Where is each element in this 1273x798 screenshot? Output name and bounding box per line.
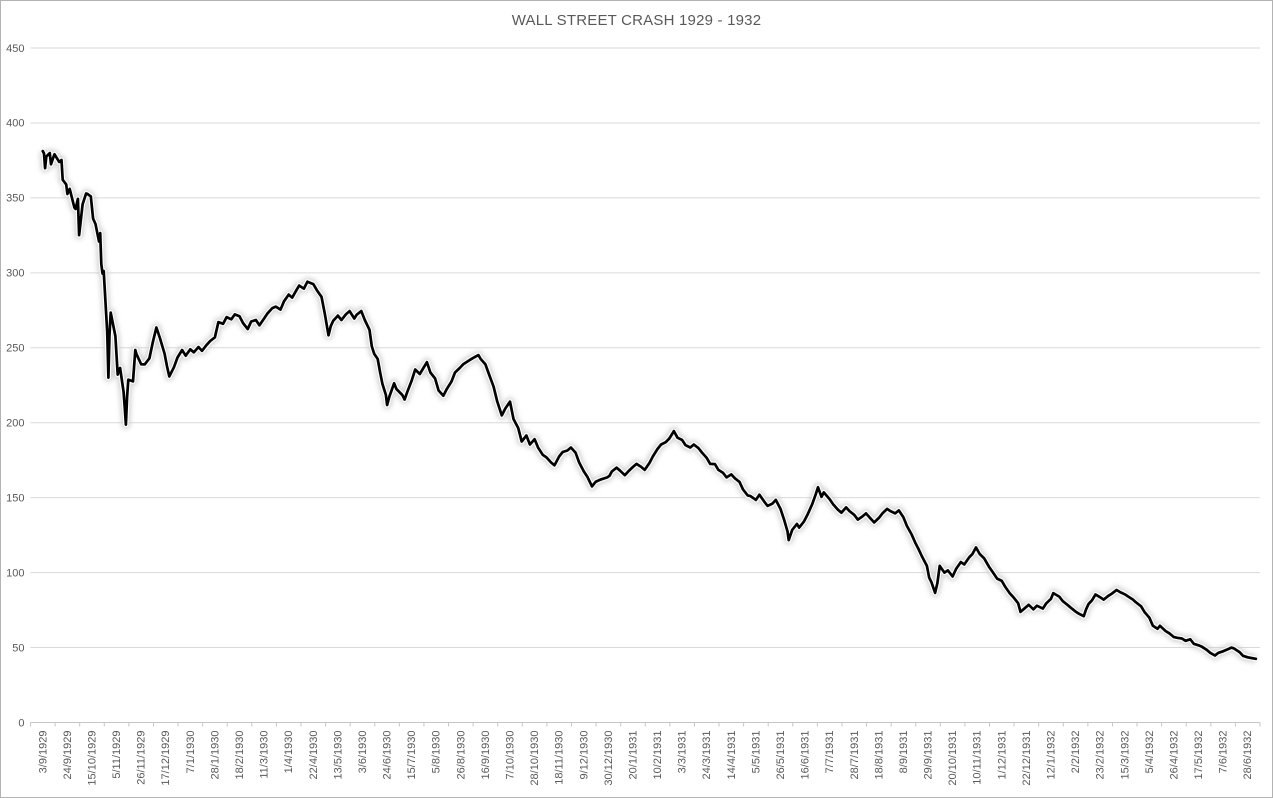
x-tick-label: 7/10/1930 — [505, 731, 517, 780]
y-tick-label: 200 — [6, 418, 24, 430]
x-tick-label: 18/8/1931 — [873, 731, 885, 780]
x-tick-label: 24/9/1929 — [62, 731, 74, 780]
y-tick-label: 450 — [6, 43, 24, 55]
x-tick-label: 17/12/1929 — [160, 731, 172, 786]
x-tick-label: 12/1/1932 — [1046, 731, 1058, 780]
x-tick-label: 16/9/1930 — [480, 731, 492, 780]
x-tick-label: 26/4/1932 — [1168, 731, 1180, 780]
y-tick-label: 150 — [6, 492, 24, 504]
x-tick-label: 15/3/1932 — [1119, 731, 1131, 780]
x-tick-label: 17/5/1932 — [1193, 731, 1205, 780]
x-tick-label: 3/9/1929 — [37, 731, 49, 774]
x-tick-label: 5/8/1930 — [431, 731, 443, 774]
x-tick-label: 24/3/1931 — [701, 731, 713, 780]
y-tick-label: 400 — [6, 118, 24, 130]
x-tick-label: 22/12/1931 — [1021, 731, 1033, 786]
x-tick-label: 11/3/1930 — [259, 731, 271, 779]
x-tick-label: 18/2/1930 — [234, 731, 246, 780]
x-tick-label: 28/1/1930 — [209, 731, 221, 780]
x-tick-label: 28/7/1931 — [849, 731, 861, 780]
x-tick-label: 28/6/1932 — [1242, 731, 1254, 780]
x-tick-label: 3/6/1930 — [357, 731, 369, 774]
x-tick-label: 3/3/1931 — [677, 731, 689, 774]
x-tick-label: 1/12/1931 — [996, 731, 1008, 780]
x-tick-label: 7/7/1931 — [824, 731, 836, 774]
x-tick-label: 13/5/1930 — [332, 731, 344, 780]
x-tick-label: 15/10/1929 — [87, 731, 99, 786]
x-tick-label: 16/6/1931 — [800, 731, 812, 780]
x-tick-label: 5/11/1929 — [111, 731, 123, 779]
x-tick-label: 26/8/1930 — [455, 731, 467, 780]
x-tick-label: 1/4/1930 — [283, 731, 295, 774]
x-tick-label: 10/2/1931 — [652, 731, 664, 780]
x-tick-label: 24/6/1930 — [382, 731, 394, 780]
x-tick-label: 5/5/1931 — [750, 731, 762, 774]
y-tick-label: 100 — [6, 567, 24, 579]
x-tick-label: 9/12/1930 — [578, 731, 590, 780]
price-line — [41, 149, 1258, 661]
y-tick-label: 50 — [12, 642, 24, 654]
y-tick-label: 250 — [6, 343, 24, 355]
x-tick-label: 20/1/1931 — [628, 731, 640, 780]
x-tick-label: 8/9/1931 — [898, 731, 910, 774]
y-tick-label: 350 — [6, 193, 24, 205]
price-line-glow — [38, 148, 1257, 664]
x-tick-label: 22/4/1930 — [308, 731, 320, 780]
x-tick-label: 15/7/1930 — [406, 731, 418, 780]
x-tick-label: 2/2/1932 — [1070, 731, 1082, 774]
x-tick-label: 10/11/1931 — [972, 731, 984, 785]
x-tick-label: 28/10/1930 — [529, 731, 541, 786]
x-tick-label: 18/11/1930 — [554, 731, 566, 785]
x-tick-label: 26/5/1931 — [775, 731, 787, 780]
price-line-halo — [40, 149, 1257, 662]
x-tick-label: 23/2/1932 — [1095, 731, 1107, 780]
x-tick-label: 20/10/1931 — [947, 731, 959, 786]
x-tick-label: 5/4/1932 — [1144, 731, 1156, 774]
x-tick-label: 26/11/1929 — [136, 731, 148, 785]
x-tick-label: 29/9/1931 — [923, 731, 935, 780]
x-tick-label: 30/12/1930 — [603, 731, 615, 786]
x-tick-label: 14/4/1931 — [726, 731, 738, 780]
chart-title: WALL STREET CRASH 1929 - 1932 — [511, 12, 762, 29]
y-tick-label: 0 — [18, 717, 24, 729]
x-tick-label: 7/1/1930 — [185, 731, 197, 774]
y-tick-label: 300 — [6, 268, 24, 280]
x-tick-label: 7/6/1932 — [1218, 731, 1230, 774]
